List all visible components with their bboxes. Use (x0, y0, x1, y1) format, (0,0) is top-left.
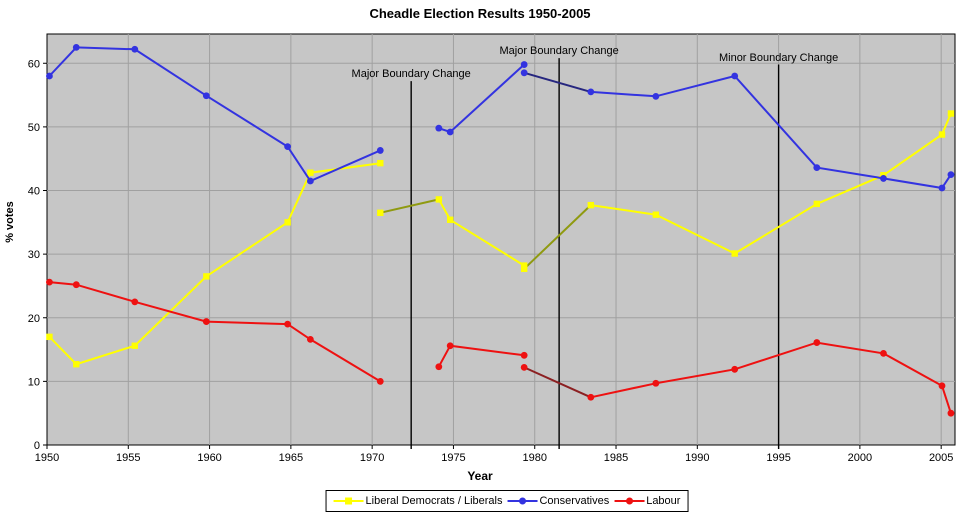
y-tick-label: 40 (28, 186, 40, 198)
x-tick-label: 2000 (848, 452, 872, 464)
data-point-conservatives (435, 124, 443, 132)
data-point-labour (131, 298, 139, 306)
series-line-conservatives-notional (523, 71, 592, 93)
data-point-labour (435, 363, 443, 371)
x-tick-label: 1965 (279, 452, 303, 464)
data-point-liberal-democrats-liberals (377, 209, 384, 216)
data-point-labour (938, 382, 946, 390)
data-point-labour (880, 349, 887, 357)
data-point-liberal-democrats-liberals (307, 169, 314, 176)
x-tick-label: 1950 (35, 452, 59, 464)
data-point-conservatives (376, 147, 384, 154)
series-line-labour-notional (523, 366, 592, 399)
x-tick-label: 1995 (766, 452, 790, 464)
y-tick-label: 20 (28, 313, 40, 325)
data-point-labour (520, 351, 528, 359)
y-tick-label: 30 (28, 249, 40, 261)
data-point-conservatives (72, 43, 80, 51)
y-tick-label: 50 (28, 122, 40, 134)
x-tick-label: 1980 (522, 452, 546, 464)
x-tick-label: 1990 (685, 452, 709, 464)
data-point-conservatives (306, 177, 314, 185)
data-point-labour (202, 318, 210, 325)
data-point-liberal-democrats-liberals (73, 360, 80, 368)
data-point-labour (376, 377, 384, 385)
data-point-liberal-democrats-liberals (131, 342, 138, 349)
y-tick-label: 10 (28, 376, 40, 388)
legend-entry-liberal-democrats: Liberal Democrats / Liberals (333, 495, 503, 507)
data-point-liberal-democrats-liberals (731, 250, 738, 257)
x-tick-label: 1975 (441, 452, 465, 464)
data-point-conservatives (202, 92, 210, 100)
data-point-labour (947, 409, 955, 417)
x-tick-label: 2005 (929, 452, 953, 464)
data-point-liberal-democrats-liberals (652, 211, 660, 218)
legend-entry-labour: Labour (614, 495, 680, 507)
data-point-liberal-democrats-liberals (203, 273, 210, 280)
data-point-conservatives (813, 164, 821, 172)
data-point-labour (652, 379, 660, 387)
data-point-labour (587, 393, 595, 401)
data-point-conservatives (731, 72, 739, 80)
data-point-conservatives (520, 61, 528, 68)
data-point-conservatives (938, 184, 946, 192)
data-point-liberal-democrats-liberals (284, 219, 291, 226)
x-tick-label: 1960 (197, 452, 221, 464)
data-point-conservatives (587, 88, 595, 96)
legend-swatch-liberal-democrats-icon (333, 497, 364, 505)
data-point-labour (306, 335, 314, 343)
series-line-liberal-democrats-liberals-notional (380, 198, 440, 214)
data-point-liberal-democrats-liberals (46, 333, 53, 341)
legend-entry-conservatives: Conservatives (507, 495, 609, 507)
data-point-liberal-democrats-liberals (947, 110, 955, 117)
data-point-conservatives (880, 175, 887, 182)
data-point-conservatives (446, 128, 454, 136)
data-point-conservatives (46, 72, 53, 80)
legend-label-labour: Labour (646, 495, 681, 507)
data-point-liberal-democrats-liberals (587, 201, 595, 209)
data-point-labour (813, 339, 821, 346)
legend-swatch-conservatives-icon (507, 497, 538, 505)
legend-label-liberal-democrats: Liberal Democrats / Liberals (365, 495, 503, 507)
data-point-labour (284, 320, 292, 328)
legend-label-conservatives: Conservatives (539, 495, 610, 507)
data-point-conservatives (284, 143, 292, 151)
boundary-change-label: Major Boundary Change (499, 45, 618, 57)
data-point-labour (446, 342, 454, 350)
data-point-liberal-democrats-liberals (938, 131, 946, 138)
data-point-liberal-democrats-liberals (446, 216, 454, 223)
data-point-labour (520, 363, 528, 371)
data-point-liberal-democrats-liberals (813, 200, 821, 208)
data-point-liberal-democrats-liberals (377, 159, 384, 167)
y-tick-label: 0 (34, 440, 40, 452)
data-point-labour (731, 365, 739, 373)
x-tick-label: 1970 (360, 452, 384, 464)
chart-title: Cheadle Election Results 1950-2005 (369, 6, 591, 21)
boundary-change-label: Minor Boundary Change (719, 52, 838, 64)
boundary-change-label: Major Boundary Change (352, 68, 471, 80)
x-tick-label: 1955 (116, 452, 140, 464)
y-tick-label: 60 (28, 58, 40, 70)
data-point-conservatives (652, 92, 660, 100)
legend: Liberal Democrats / Liberals Conservativ… (325, 490, 689, 512)
data-point-labour (72, 281, 80, 289)
data-point-conservatives (947, 171, 955, 179)
plot-area (46, 33, 956, 446)
series-line-liberal-democrats-liberals-notional (523, 204, 592, 270)
data-point-conservatives (520, 69, 528, 77)
legend-swatch-labour-icon (614, 497, 645, 505)
data-point-conservatives (131, 45, 139, 53)
data-point-liberal-democrats-liberals (435, 196, 443, 203)
data-point-labour (46, 278, 53, 286)
data-point-liberal-democrats-liberals (520, 265, 528, 272)
x-axis-title: Year (467, 469, 493, 483)
x-tick-label: 1985 (604, 452, 628, 464)
